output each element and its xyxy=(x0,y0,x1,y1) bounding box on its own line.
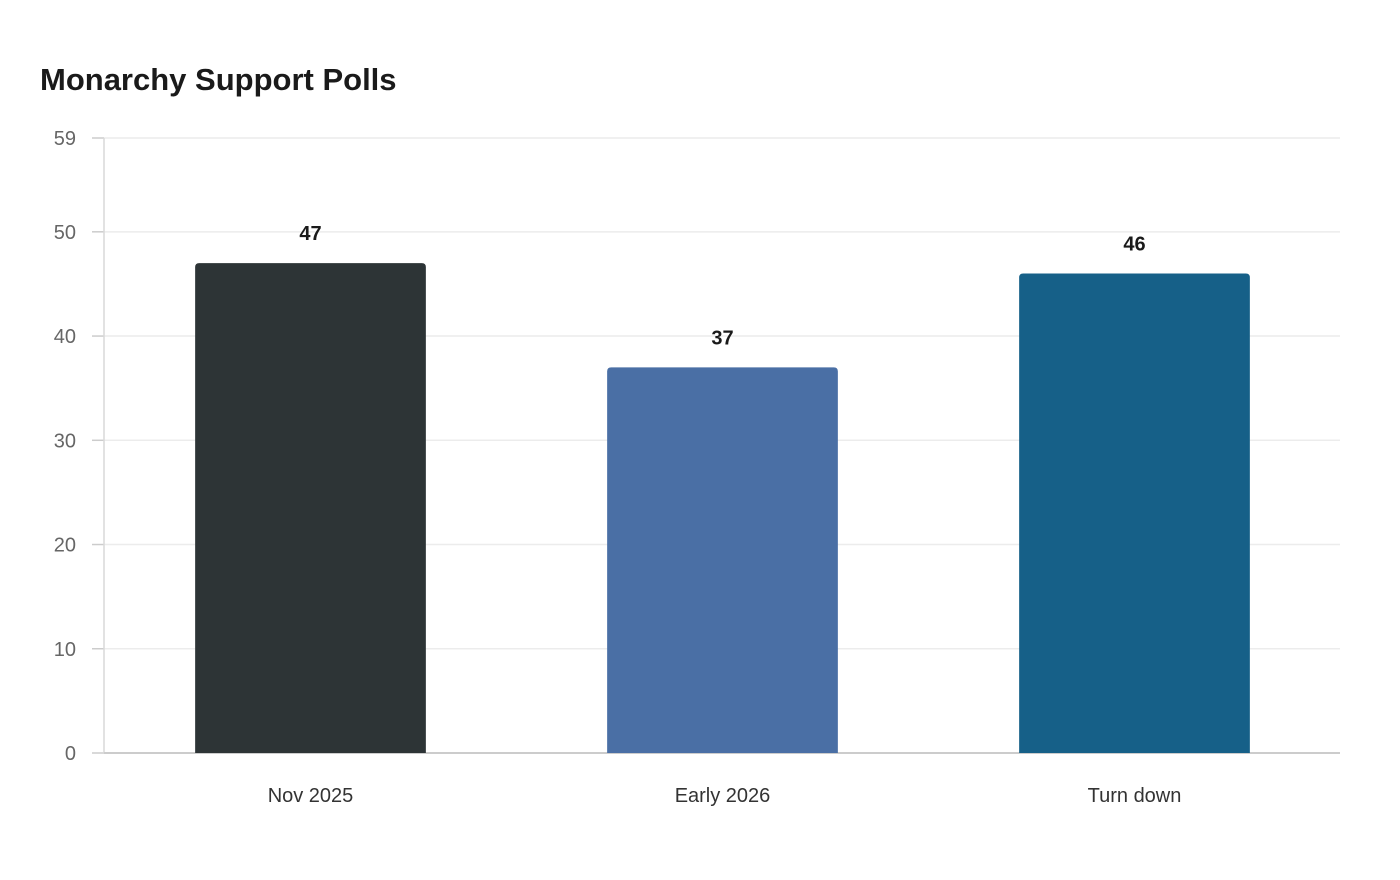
y-tick-label: 59 xyxy=(54,128,76,150)
bars xyxy=(195,263,1250,753)
y-tick-label: 0 xyxy=(65,743,76,765)
labels: 0 10 20 30 40 50 59 47 Nov 2025 37 Early 2026 46 Tur… xyxy=(54,128,1182,807)
x-tick-label: Turn down xyxy=(1088,785,1182,807)
x-tick-label: Nov 2025 xyxy=(268,785,354,807)
bar-turn-down[interactable] xyxy=(1019,273,1250,753)
data-label: 37 xyxy=(711,327,733,349)
y-tick-label: 20 xyxy=(54,535,76,557)
data-label: 46 xyxy=(1123,234,1145,256)
y-tick-label: 30 xyxy=(54,430,76,452)
y-tick-label: 40 xyxy=(54,326,76,348)
data-label: 47 xyxy=(299,223,321,245)
chart-title: Monarchy Support Polls xyxy=(40,62,397,97)
x-tick-label: Early 2026 xyxy=(675,785,771,807)
y-tick-label: 10 xyxy=(54,639,76,661)
bar-early-2026[interactable] xyxy=(607,367,838,753)
bar-nov-2025[interactable] xyxy=(195,263,426,753)
y-tick-label: 50 xyxy=(54,222,76,244)
